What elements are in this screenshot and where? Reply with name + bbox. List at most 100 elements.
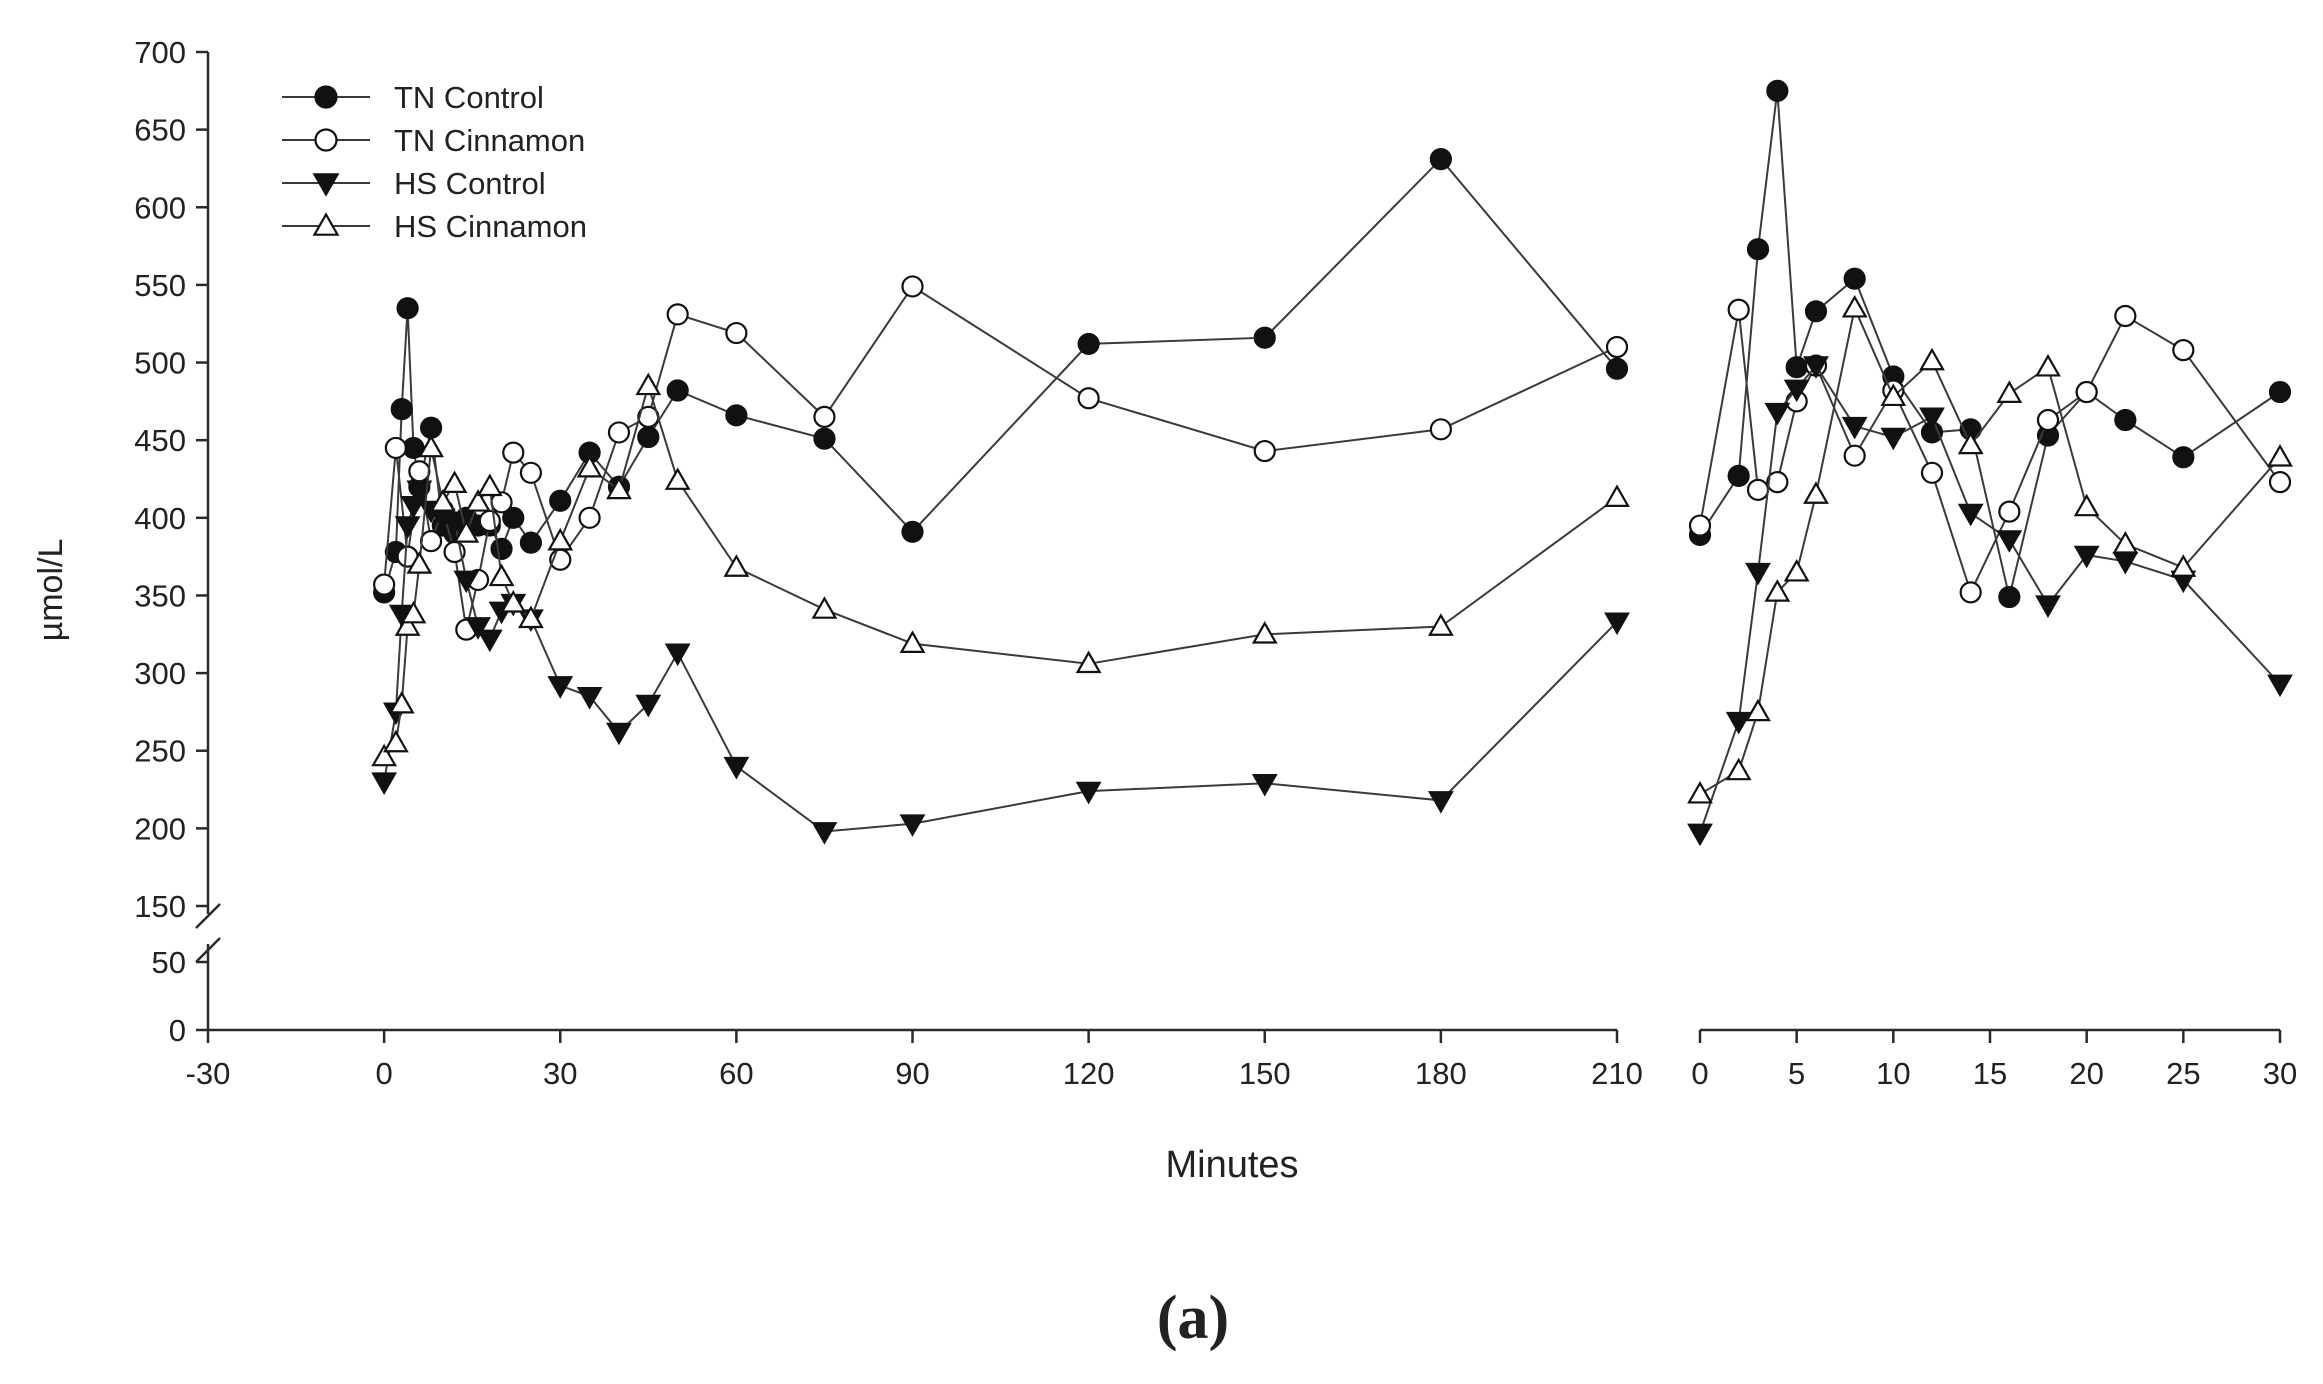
data-point [725,404,748,427]
data-point [1253,326,1276,349]
y-tick-label: 550 [134,268,186,303]
legend-label: TN Cinnamon [394,123,585,158]
data-point [899,630,926,653]
data-point [2172,339,2195,362]
data-point [666,379,689,402]
data-point [1764,402,1791,426]
data-point [664,643,691,667]
data-point [1803,481,1829,504]
data-point [394,613,421,636]
data-point [1957,431,1984,455]
legend-marker [314,85,338,109]
y-tick-label: 650 [134,113,186,148]
series-hs-cinnamon-recovery [1687,294,2293,804]
data-point [578,506,601,529]
data-point [429,489,456,512]
legend-marker [312,212,340,236]
data-point [2073,493,2100,517]
data-point [2268,471,2292,494]
panel-label: (a) [1157,1284,1229,1352]
data-point [2075,380,2098,404]
legend-item: TN Cinnamon [282,123,585,158]
data-point [666,303,689,326]
data-point [465,617,491,640]
data-point [1725,757,1752,781]
x-tick-label: 5 [1788,1056,1805,1091]
series-tn-cinnamon-recovery [1688,298,2292,604]
data-point [1746,238,1770,261]
x-tick-label: 30 [2263,1056,2297,1091]
data-point [1783,558,1810,582]
data-point [1253,439,1276,463]
legend-item: HS Cinnamon [282,209,587,244]
data-point [2112,530,2139,554]
data-point [488,563,515,587]
legend-label: HS Control [394,166,546,201]
data-point [476,473,503,497]
data-point [1687,780,1713,804]
series-line [1699,364,2281,834]
data-point [899,814,926,837]
x-tick-label: 0 [1691,1056,1708,1091]
data-point [1804,300,1828,323]
data-point [2112,551,2139,575]
data-point [813,427,836,450]
data-point [1764,579,1791,602]
data-point [1843,444,1866,467]
series-tn-cinnamon-main [373,275,1629,641]
series-line [1699,90,2281,598]
data-point [406,480,433,504]
series-tn-control-recovery [1688,79,2292,609]
data-point [2114,408,2137,432]
data-point [635,694,662,718]
data-point [1841,294,1868,318]
data-point [547,676,574,699]
data-point [1251,773,1278,797]
data-point [519,531,542,554]
data-point [1075,781,1102,805]
x-tick-label: 20 [2069,1056,2103,1091]
data-point [1605,357,1629,380]
data-point [1077,387,1100,410]
data-point [1429,148,1452,171]
data-point [2114,304,2137,328]
y-tick-label: 250 [134,734,186,769]
y-tick-label: 350 [134,578,186,613]
data-point [1841,416,1868,440]
data-point [400,600,427,624]
data-point [390,398,413,421]
data-point [406,551,433,574]
data-point [723,756,750,780]
data-point [1785,356,1808,379]
x-tick-label: 180 [1415,1056,1467,1091]
data-point [635,372,662,396]
x-tick-label: 210 [1591,1056,1643,1091]
data-point [2036,408,2060,432]
data-point [2172,446,2195,469]
data-point [1427,791,1454,814]
x-tick-label: 90 [895,1056,929,1091]
data-point [453,520,480,543]
data-point [2073,545,2100,569]
data-point [811,822,838,845]
axes: 050150200250300350400450500550600650700-… [134,35,2297,1091]
data-point [1998,585,2021,609]
x-tick-label: 25 [2166,1056,2200,1091]
data-point [1727,298,1750,321]
data-point [388,690,415,714]
data-point [408,460,431,483]
data-point [453,570,480,594]
data-point [1746,478,1770,501]
legend-item: HS Control [282,166,546,201]
data-point [1604,612,1630,636]
data-point [1803,356,1829,379]
x-tick-label: 30 [543,1056,577,1091]
x-tick-label: 0 [376,1056,393,1091]
data-point [1251,621,1278,644]
data-point [400,496,427,519]
data-point [441,470,468,494]
data-point [2170,554,2197,577]
legend-label: TN Control [394,80,544,115]
data-point [1745,562,1771,586]
